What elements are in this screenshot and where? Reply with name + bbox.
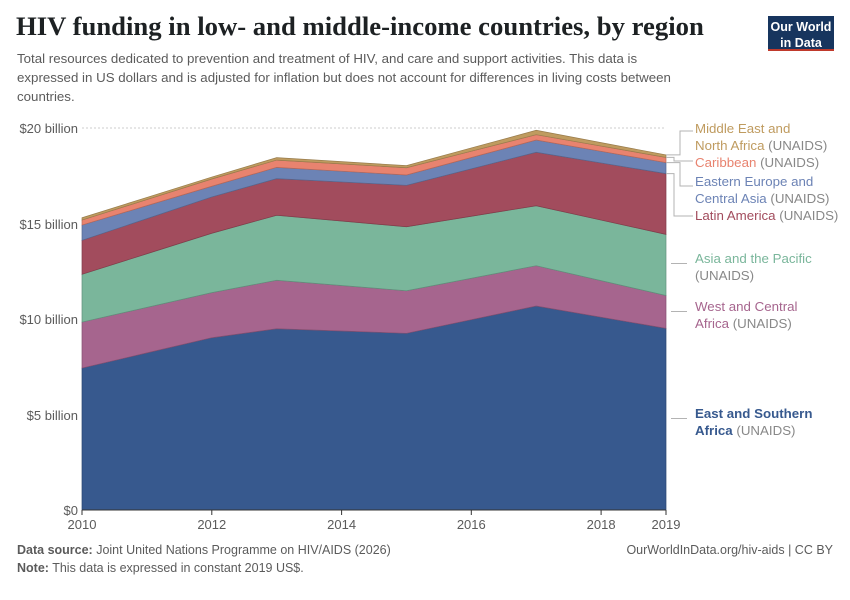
svg-text:2012: 2012 xyxy=(197,517,226,532)
svg-text:2019: 2019 xyxy=(652,517,681,532)
svg-text:$10 billion: $10 billion xyxy=(19,312,78,327)
svg-text:2016: 2016 xyxy=(457,517,486,532)
svg-text:2018: 2018 xyxy=(587,517,616,532)
svg-text:2010: 2010 xyxy=(68,517,97,532)
svg-text:$15 billion: $15 billion xyxy=(19,217,78,232)
svg-text:$5 billion: $5 billion xyxy=(27,408,78,423)
svg-text:2014: 2014 xyxy=(327,517,356,532)
svg-text:$20 billion: $20 billion xyxy=(19,121,78,136)
svg-text:$0: $0 xyxy=(64,503,78,518)
